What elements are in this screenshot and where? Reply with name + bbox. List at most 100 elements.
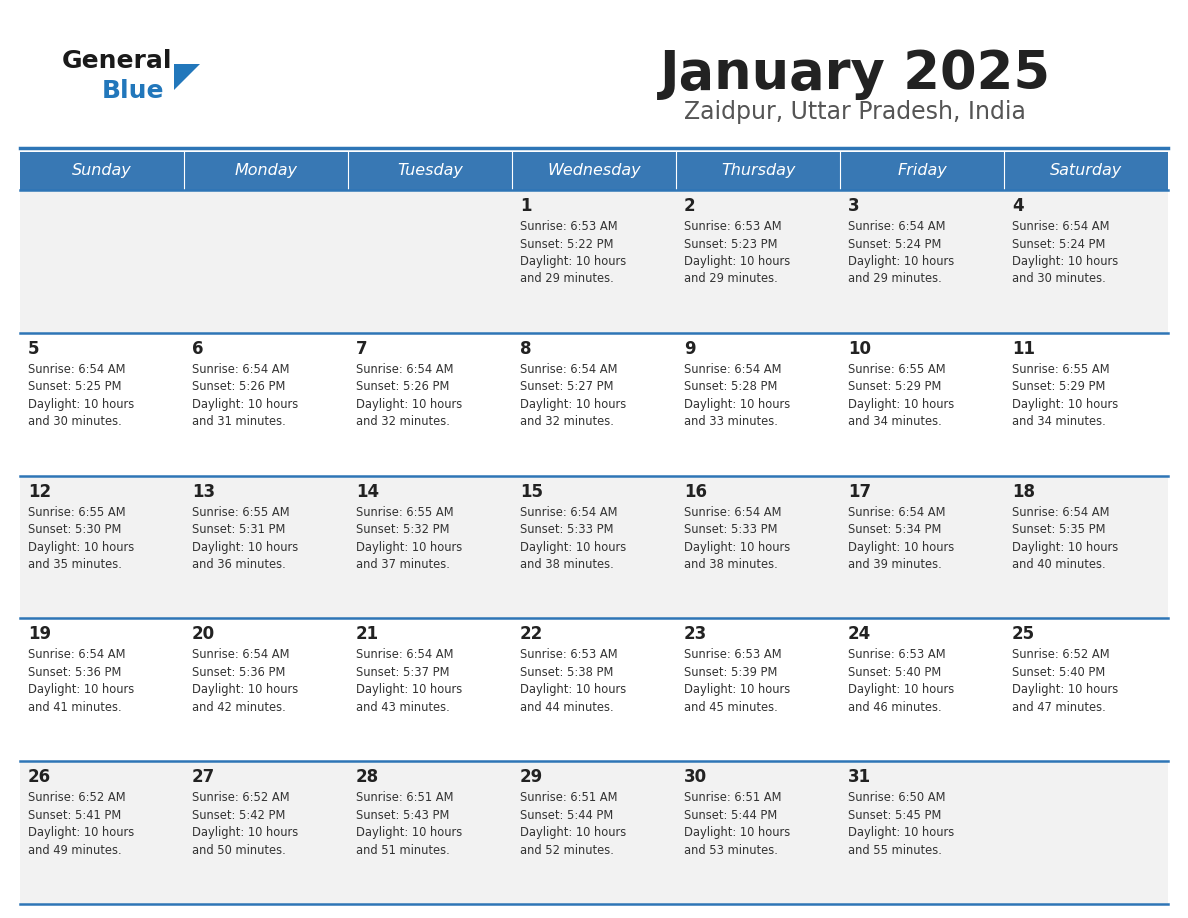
Text: Sunset: 5:22 PM: Sunset: 5:22 PM — [520, 238, 613, 251]
Text: Daylight: 10 hours: Daylight: 10 hours — [356, 397, 462, 410]
Text: Daylight: 10 hours: Daylight: 10 hours — [1012, 683, 1118, 697]
Text: Daylight: 10 hours: Daylight: 10 hours — [356, 826, 462, 839]
Text: Daylight: 10 hours: Daylight: 10 hours — [356, 541, 462, 554]
Text: Sunset: 5:33 PM: Sunset: 5:33 PM — [520, 523, 613, 536]
Text: Sunset: 5:29 PM: Sunset: 5:29 PM — [1012, 380, 1105, 393]
Text: Daylight: 10 hours: Daylight: 10 hours — [848, 541, 954, 554]
Text: 18: 18 — [1012, 483, 1035, 500]
Text: Daylight: 10 hours: Daylight: 10 hours — [29, 397, 134, 410]
Text: Daylight: 10 hours: Daylight: 10 hours — [520, 683, 626, 697]
Text: Sunrise: 6:53 AM: Sunrise: 6:53 AM — [848, 648, 946, 661]
Text: 20: 20 — [192, 625, 215, 644]
Text: Sunset: 5:23 PM: Sunset: 5:23 PM — [684, 238, 777, 251]
Text: Daylight: 10 hours: Daylight: 10 hours — [192, 683, 298, 697]
Bar — [512, 152, 676, 190]
Text: 10: 10 — [848, 340, 871, 358]
Text: and 30 minutes.: and 30 minutes. — [29, 415, 121, 429]
Text: Sunrise: 6:54 AM: Sunrise: 6:54 AM — [29, 363, 126, 375]
Text: Tuesday: Tuesday — [397, 163, 463, 178]
Text: Sunrise: 6:50 AM: Sunrise: 6:50 AM — [848, 791, 946, 804]
Text: and 29 minutes.: and 29 minutes. — [520, 273, 614, 285]
Text: 22: 22 — [520, 625, 543, 644]
Text: Daylight: 10 hours: Daylight: 10 hours — [684, 397, 790, 410]
Text: Daylight: 10 hours: Daylight: 10 hours — [684, 255, 790, 268]
Text: Daylight: 10 hours: Daylight: 10 hours — [192, 541, 298, 554]
Text: Sunrise: 6:53 AM: Sunrise: 6:53 AM — [520, 648, 618, 661]
Text: and 35 minutes.: and 35 minutes. — [29, 558, 122, 571]
Text: 7: 7 — [356, 340, 367, 358]
Text: Sunrise: 6:52 AM: Sunrise: 6:52 AM — [29, 791, 126, 804]
Text: Sunset: 5:24 PM: Sunset: 5:24 PM — [1012, 238, 1105, 251]
Text: 1: 1 — [520, 197, 531, 215]
Text: Sunset: 5:42 PM: Sunset: 5:42 PM — [192, 809, 285, 822]
Text: Sunset: 5:27 PM: Sunset: 5:27 PM — [520, 380, 613, 393]
Text: Daylight: 10 hours: Daylight: 10 hours — [29, 826, 134, 839]
Text: 31: 31 — [848, 768, 871, 786]
Text: Daylight: 10 hours: Daylight: 10 hours — [1012, 397, 1118, 410]
Bar — [676, 152, 840, 190]
Text: Sunset: 5:26 PM: Sunset: 5:26 PM — [356, 380, 449, 393]
Text: Daylight: 10 hours: Daylight: 10 hours — [29, 541, 134, 554]
Text: January 2025: January 2025 — [659, 48, 1051, 100]
Text: Monday: Monday — [234, 163, 297, 178]
Text: Daylight: 10 hours: Daylight: 10 hours — [520, 255, 626, 268]
Text: Sunrise: 6:54 AM: Sunrise: 6:54 AM — [29, 648, 126, 661]
Text: Sunset: 5:28 PM: Sunset: 5:28 PM — [684, 380, 777, 393]
Text: Sunset: 5:24 PM: Sunset: 5:24 PM — [848, 238, 941, 251]
Text: Daylight: 10 hours: Daylight: 10 hours — [1012, 255, 1118, 268]
Text: Sunrise: 6:52 AM: Sunrise: 6:52 AM — [192, 791, 290, 804]
Text: Sunset: 5:44 PM: Sunset: 5:44 PM — [684, 809, 777, 822]
Text: Sunset: 5:26 PM: Sunset: 5:26 PM — [192, 380, 285, 393]
Bar — [348, 152, 512, 190]
Text: and 33 minutes.: and 33 minutes. — [684, 415, 778, 429]
Bar — [840, 152, 1004, 190]
Text: Blue: Blue — [102, 79, 164, 103]
Text: and 43 minutes.: and 43 minutes. — [356, 701, 450, 714]
Text: Sunset: 5:35 PM: Sunset: 5:35 PM — [1012, 523, 1106, 536]
Text: and 46 minutes.: and 46 minutes. — [848, 701, 942, 714]
Text: Sunset: 5:40 PM: Sunset: 5:40 PM — [848, 666, 941, 679]
Text: Daylight: 10 hours: Daylight: 10 hours — [520, 397, 626, 410]
Bar — [20, 476, 1168, 619]
Text: 29: 29 — [520, 768, 543, 786]
Text: Sunset: 5:36 PM: Sunset: 5:36 PM — [192, 666, 285, 679]
Text: 12: 12 — [29, 483, 51, 500]
Text: Daylight: 10 hours: Daylight: 10 hours — [848, 683, 954, 697]
Text: Daylight: 10 hours: Daylight: 10 hours — [684, 826, 790, 839]
Text: Sunrise: 6:54 AM: Sunrise: 6:54 AM — [520, 506, 618, 519]
Text: Daylight: 10 hours: Daylight: 10 hours — [520, 541, 626, 554]
Bar — [20, 761, 1168, 904]
Text: Daylight: 10 hours: Daylight: 10 hours — [684, 683, 790, 697]
Text: and 53 minutes.: and 53 minutes. — [684, 844, 778, 856]
Text: Sunrise: 6:54 AM: Sunrise: 6:54 AM — [684, 506, 782, 519]
Text: Sunrise: 6:55 AM: Sunrise: 6:55 AM — [29, 506, 126, 519]
Text: and 32 minutes.: and 32 minutes. — [520, 415, 614, 429]
Text: 15: 15 — [520, 483, 543, 500]
Text: Sunrise: 6:51 AM: Sunrise: 6:51 AM — [520, 791, 618, 804]
Text: Daylight: 10 hours: Daylight: 10 hours — [848, 397, 954, 410]
Text: and 39 minutes.: and 39 minutes. — [848, 558, 942, 571]
Text: Sunday: Sunday — [72, 163, 132, 178]
Bar — [20, 333, 1168, 476]
Text: 4: 4 — [1012, 197, 1024, 215]
Text: Sunset: 5:34 PM: Sunset: 5:34 PM — [848, 523, 941, 536]
Text: 5: 5 — [29, 340, 39, 358]
Text: 21: 21 — [356, 625, 379, 644]
Text: 9: 9 — [684, 340, 696, 358]
Text: 30: 30 — [684, 768, 707, 786]
Text: Sunrise: 6:54 AM: Sunrise: 6:54 AM — [1012, 506, 1110, 519]
Text: 23: 23 — [684, 625, 707, 644]
Text: and 34 minutes.: and 34 minutes. — [848, 415, 942, 429]
Text: and 49 minutes.: and 49 minutes. — [29, 844, 121, 856]
Text: Daylight: 10 hours: Daylight: 10 hours — [1012, 541, 1118, 554]
Bar — [20, 619, 1168, 761]
Text: Wednesday: Wednesday — [548, 163, 640, 178]
Text: Daylight: 10 hours: Daylight: 10 hours — [29, 683, 134, 697]
Text: 2: 2 — [684, 197, 696, 215]
Text: and 41 minutes.: and 41 minutes. — [29, 701, 121, 714]
Text: Sunset: 5:31 PM: Sunset: 5:31 PM — [192, 523, 285, 536]
Text: Sunset: 5:32 PM: Sunset: 5:32 PM — [356, 523, 449, 536]
Text: 8: 8 — [520, 340, 531, 358]
Text: and 36 minutes.: and 36 minutes. — [192, 558, 286, 571]
Text: and 40 minutes.: and 40 minutes. — [1012, 558, 1106, 571]
